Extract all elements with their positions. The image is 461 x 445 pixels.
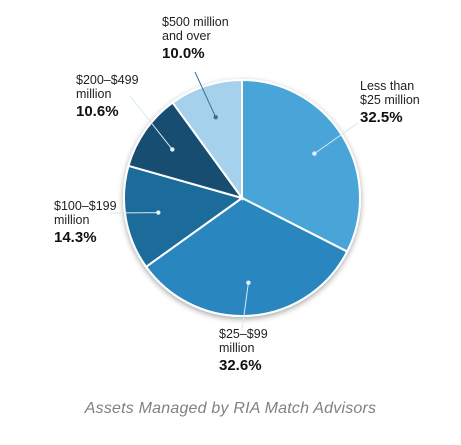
slice-label-line: Less than bbox=[360, 79, 414, 93]
pie-slice-4 bbox=[127, 101, 245, 200]
slice-label-line: million bbox=[219, 341, 254, 355]
leader-line-4 bbox=[129, 95, 173, 150]
slice-label-line: million bbox=[76, 87, 111, 101]
pie-slice-1 bbox=[241, 78, 361, 253]
slice-label-line: $25 million bbox=[360, 93, 420, 107]
slice-value-label: 10.6% bbox=[76, 103, 119, 120]
leader-dot-3 bbox=[156, 210, 161, 215]
pie-chart-svg: Less than$25 million32.5%$25–$99million3… bbox=[54, 15, 420, 374]
pie-slices bbox=[123, 78, 361, 317]
slice-label-line: $100–$199 bbox=[54, 199, 117, 213]
pie-slice-3 bbox=[123, 164, 245, 269]
slice-label-1: Less than$25 million 32.5% bbox=[360, 79, 420, 126]
slice-value-label: 32.5% bbox=[360, 109, 403, 126]
slice-value-label: 14.3% bbox=[54, 229, 97, 246]
slice-labels: Less than$25 million32.5%$25–$99million3… bbox=[54, 15, 420, 374]
pie-slice-2 bbox=[144, 196, 349, 317]
leader-dot-1 bbox=[312, 151, 317, 156]
slice-label-line: $200–$499 bbox=[76, 73, 139, 87]
leader-dot-5 bbox=[213, 115, 218, 120]
leader-line-2 bbox=[241, 282, 249, 331]
slice-value-label: 32.6% bbox=[219, 357, 262, 374]
slice-label-line: $500 million bbox=[162, 15, 229, 29]
leader-line-5 bbox=[194, 71, 217, 118]
pie-slice-5 bbox=[171, 78, 243, 202]
chart-caption: Assets Managed by RIA Match Advisors bbox=[84, 400, 377, 417]
leader-line-1 bbox=[314, 122, 359, 155]
leader-lines bbox=[109, 71, 359, 331]
slice-label-line: $25–$99 bbox=[219, 327, 268, 341]
slice-label-line: and over bbox=[162, 29, 211, 43]
slice-label-line: million bbox=[54, 213, 89, 227]
leader-dot-2 bbox=[246, 280, 251, 285]
slice-value-label: 10.0% bbox=[162, 45, 205, 62]
leader-dot-4 bbox=[170, 147, 175, 152]
